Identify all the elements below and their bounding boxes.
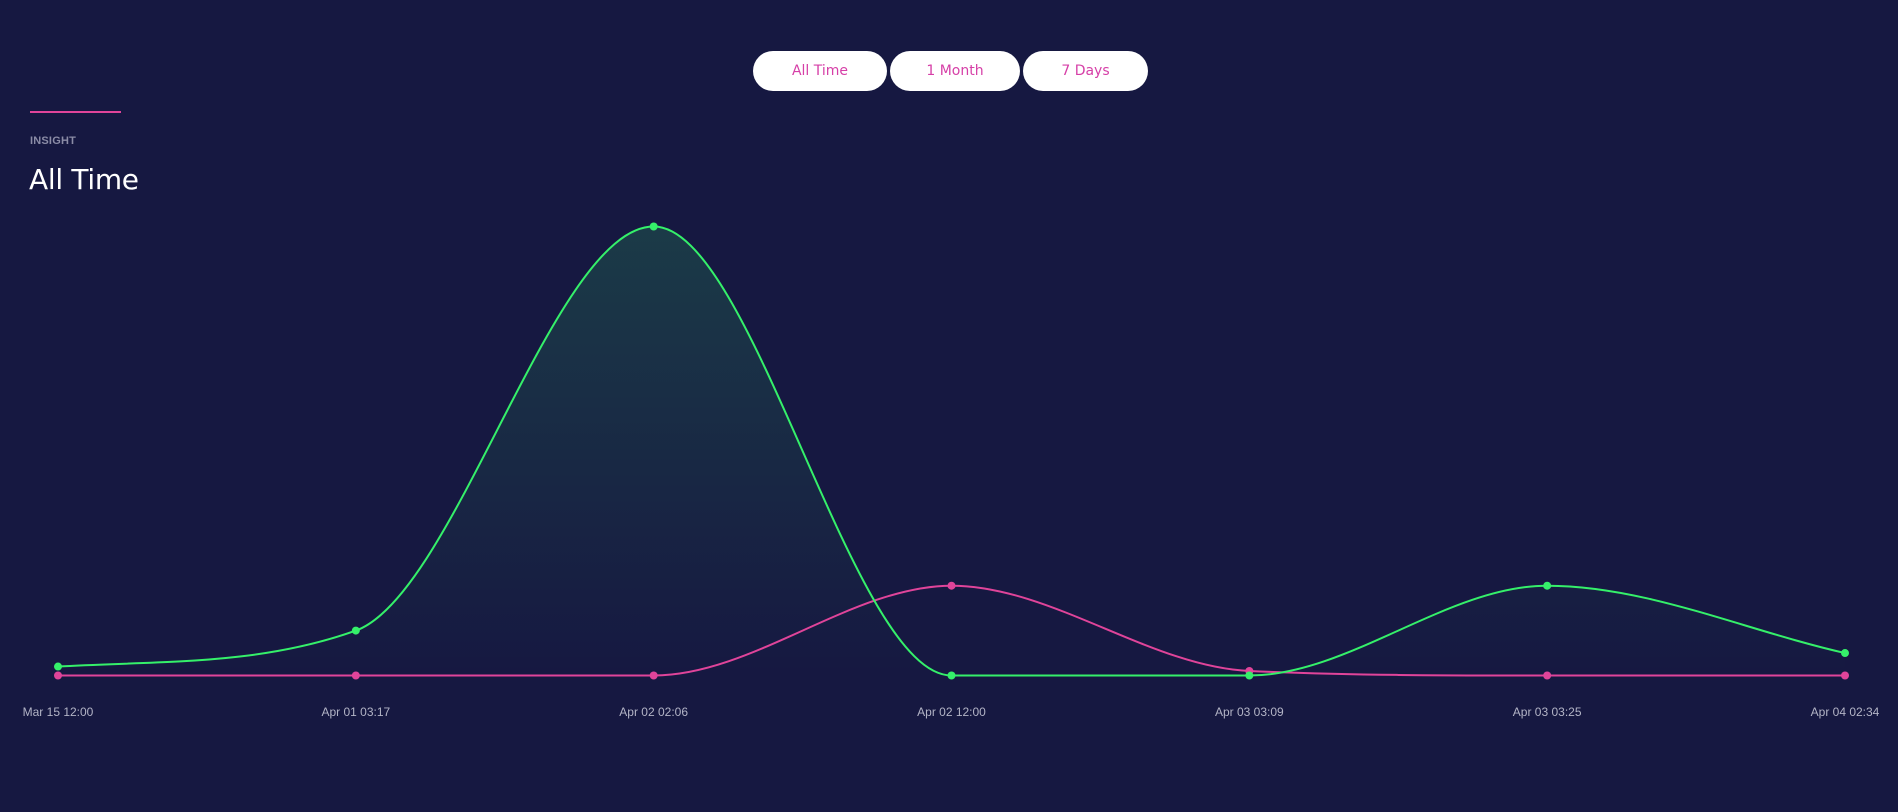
tab-1-month[interactable]: 1 Month (890, 51, 1020, 91)
series-fills (58, 226, 1845, 676)
series-points (54, 222, 1849, 680)
series-1-point-2[interactable] (649, 671, 658, 680)
series-0-point-3[interactable] (947, 671, 956, 680)
series-0-point-5[interactable] (1543, 581, 1552, 590)
series-0-point-6[interactable] (1841, 649, 1849, 658)
series-0-point-1[interactable] (351, 626, 360, 635)
accent-divider (30, 111, 121, 113)
x-tick-label: Apr 03 03:25 (1513, 705, 1582, 719)
insight-eyebrow: INSIGHT (30, 135, 77, 147)
series-0-line (57, 225, 1846, 677)
series-1-point-5[interactable] (1543, 671, 1552, 680)
x-tick-label: Apr 02 02:06 (619, 705, 688, 719)
x-tick-label: Apr 02 12:00 (917, 705, 986, 719)
series-0-point-2[interactable] (649, 222, 658, 231)
x-axis-ticks: Mar 15 12:00 Apr 01 03:17 Apr 02 02:06 Apr … (23, 705, 1880, 719)
x-tick-label: Apr 04 02:34 (1811, 705, 1880, 719)
series-1-point-6[interactable] (1841, 671, 1849, 680)
series-1-point-0[interactable] (54, 671, 62, 680)
page-title: All Time (29, 163, 139, 196)
series-1-point-3[interactable] (947, 581, 956, 590)
x-tick-label: Mar 15 12:00 (23, 705, 94, 719)
series-1-point-1[interactable] (351, 671, 360, 680)
tab-all-time[interactable]: All Time (753, 51, 887, 91)
series-0-point-0[interactable] (54, 662, 62, 671)
x-tick-label: Apr 01 03:17 (321, 705, 390, 719)
series-0-point-4[interactable] (1245, 671, 1254, 680)
range-tabs: All Time 1 Month 7 Days (753, 51, 1148, 91)
series-0-area (58, 226, 1845, 676)
x-tick-label: Apr 03 03:09 (1215, 705, 1284, 719)
tab-7-days[interactable]: 7 Days (1023, 51, 1148, 91)
